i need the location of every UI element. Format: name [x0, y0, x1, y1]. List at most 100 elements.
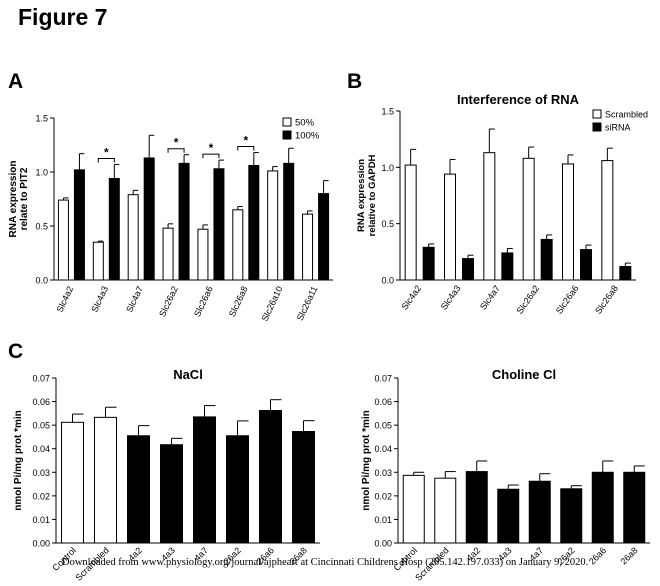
y-tick-label: 0.5	[35, 222, 48, 232]
bar	[92, 241, 104, 281]
legend-label: 100%	[295, 131, 320, 142]
x-tick-label: Slc4a3	[439, 283, 463, 311]
y-tick-label: 1.5	[35, 114, 48, 124]
panel-label-c: C	[8, 340, 24, 363]
bar	[619, 265, 632, 281]
y-tick-label: 0.07	[374, 374, 392, 384]
bar	[160, 444, 183, 544]
bar	[197, 228, 209, 281]
significance-bracket	[167, 148, 185, 153]
bar	[540, 238, 553, 281]
bar	[462, 258, 474, 281]
bar	[601, 160, 614, 281]
x-tick-label: Slc26a2	[514, 283, 541, 315]
bar	[143, 157, 155, 281]
legend-label: siRNA	[605, 123, 631, 133]
chart-c1: 0.00 0.01 0.02 0.03 0.04 0.05 0.06 0.07 nmol Pi/…	[13, 367, 320, 583]
significance-bracket	[202, 153, 220, 159]
y-tick-label: 1.0	[35, 168, 48, 178]
significance-star: *	[243, 134, 248, 148]
y-tick-label: 0.03	[374, 468, 392, 478]
bar	[232, 209, 244, 281]
y-tick-label: 0.06	[374, 397, 392, 407]
chart-a: 0.0 0.5 1.0 1.5 RNA expressionrelate to PIT2…	[8, 114, 333, 323]
significance-bracket	[237, 146, 255, 151]
significance-bracket	[97, 157, 115, 163]
bar	[108, 177, 120, 281]
bar	[73, 169, 85, 281]
y-tick-label: 0.01	[374, 515, 392, 525]
bar	[497, 488, 520, 544]
bar	[402, 474, 425, 544]
bar	[522, 157, 535, 281]
y-tick-label: 0.0	[35, 276, 48, 286]
bar	[283, 162, 295, 281]
y-tick-label: 0.04	[374, 444, 392, 454]
bar	[178, 162, 190, 281]
x-tick-label: Slc4a2	[399, 283, 423, 311]
bar	[562, 163, 574, 281]
bar	[580, 249, 592, 281]
y-axis-label-line: relative to GAPDH	[367, 154, 378, 236]
bar	[444, 173, 456, 281]
significance-star: *	[209, 141, 214, 155]
y-axis-label-line: relate to PIT2	[19, 167, 30, 230]
y-axis-label: RNA expressionrelate to PIT2	[8, 161, 30, 238]
bar	[226, 435, 249, 544]
figure-title: Figure 7	[18, 4, 108, 30]
legend-swatch	[592, 109, 602, 119]
bar	[193, 416, 216, 544]
x-tick-label: Slc4a7	[478, 283, 502, 311]
bar	[248, 165, 260, 281]
y-tick-label: 1.5	[381, 107, 394, 117]
y-tick-label: 0.07	[32, 374, 50, 384]
bar	[57, 199, 69, 281]
bar	[404, 164, 417, 281]
y-axis-label: nmol Pi/mg prot *min	[361, 410, 372, 511]
bar	[127, 435, 150, 544]
x-tick-label: 26a6	[587, 545, 608, 566]
bar	[127, 194, 139, 281]
y-axis-label: nmol Pi/mg prot *min	[13, 410, 24, 511]
chart-b: 0.0 0.5 1.0 1.5 RNA expressionrelative to GA…	[356, 92, 648, 316]
x-tick-label: Slc26a6	[192, 285, 215, 319]
y-tick-label: 0.00	[374, 539, 392, 549]
chart-c2: 0.00 0.01 0.02 0.03 0.04 0.05 0.06 0.07 nmol Pi/…	[361, 367, 650, 583]
legend-label: Scrambled	[605, 110, 648, 120]
x-tick-label: Slc26a11	[295, 285, 320, 323]
y-tick-label: 0.03	[32, 468, 50, 478]
y-axis-label: RNA expressionrelative to GAPDH	[356, 154, 378, 236]
legend-swatch	[592, 122, 602, 132]
legend-label: 50%	[295, 118, 315, 129]
chart-title: NaCl	[173, 367, 203, 382]
y-tick-label: 0.0	[381, 276, 394, 286]
y-tick-label: 0.04	[32, 444, 50, 454]
y-axis-label-line: nmol Pi/mg prot *min	[13, 410, 24, 511]
y-tick-label: 0.01	[32, 515, 50, 525]
x-tick-label: 26a8	[618, 545, 639, 566]
bar	[259, 410, 282, 544]
x-tick-label: Slc26a10	[260, 285, 285, 323]
x-tick-label: Slc26a2	[157, 285, 180, 319]
bar	[623, 471, 646, 544]
x-tick-label: Slc4a3	[89, 285, 110, 314]
bar	[434, 477, 457, 544]
bar	[61, 421, 84, 544]
chart-title: Choline Cl	[492, 367, 556, 382]
x-tick-label: Slc26a6	[554, 283, 581, 315]
bar	[483, 152, 496, 281]
download-footer-note: Downloaded from www.physiology.org/journ…	[62, 557, 589, 568]
y-tick-label: 0.05	[32, 421, 50, 431]
bar	[591, 471, 614, 544]
legend-swatch	[282, 117, 292, 127]
bar	[292, 431, 315, 544]
bar	[465, 471, 488, 544]
bar	[94, 416, 117, 544]
panel-label-b: B	[347, 70, 363, 93]
significance-star: *	[104, 145, 109, 159]
bar	[162, 227, 174, 281]
bar	[560, 488, 583, 544]
bar	[267, 170, 279, 281]
bar	[422, 246, 435, 281]
